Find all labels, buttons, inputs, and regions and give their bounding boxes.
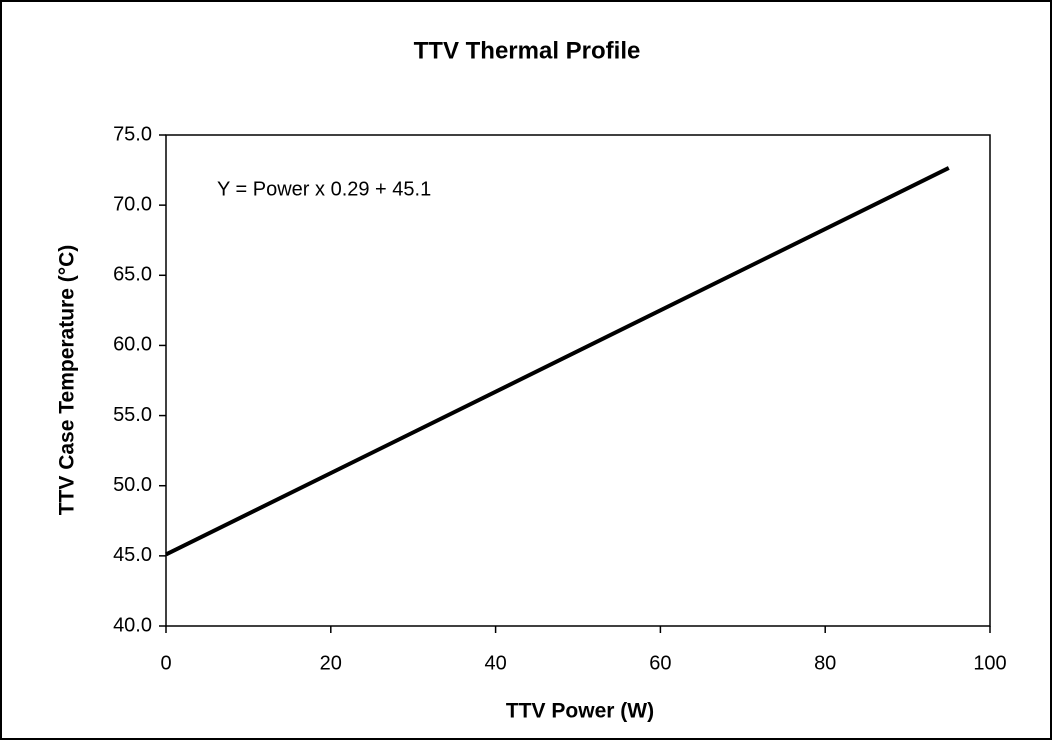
y-tick-label: 75.0 [113,123,152,145]
y-tick-label: 65.0 [113,264,152,286]
x-tick-label: 60 [649,652,671,674]
y-tick-label: 55.0 [113,404,152,426]
annotation: Y = Power x 0.29 + 45.1 [217,178,431,200]
x-tick-label: 100 [973,652,1006,674]
chart-title: TTV Thermal Profile [414,37,641,64]
y-tick-label: 70.0 [113,193,152,215]
y-tick-label: 60.0 [113,334,152,356]
line [165,166,950,557]
y-tick-label: 50.0 [113,474,152,496]
x-tick-label: 40 [484,652,506,674]
y-axis-label: TTV Case Temperature (°C) [56,245,79,516]
y-tick-label: 45.0 [113,544,152,566]
x-tick-label: 0 [160,652,171,674]
y-tick-label: 40.0 [113,614,152,636]
x-axis-label: TTV Power (W) [506,700,654,723]
x-tick-label: 80 [814,652,836,674]
x-tick-label: 20 [320,652,342,674]
